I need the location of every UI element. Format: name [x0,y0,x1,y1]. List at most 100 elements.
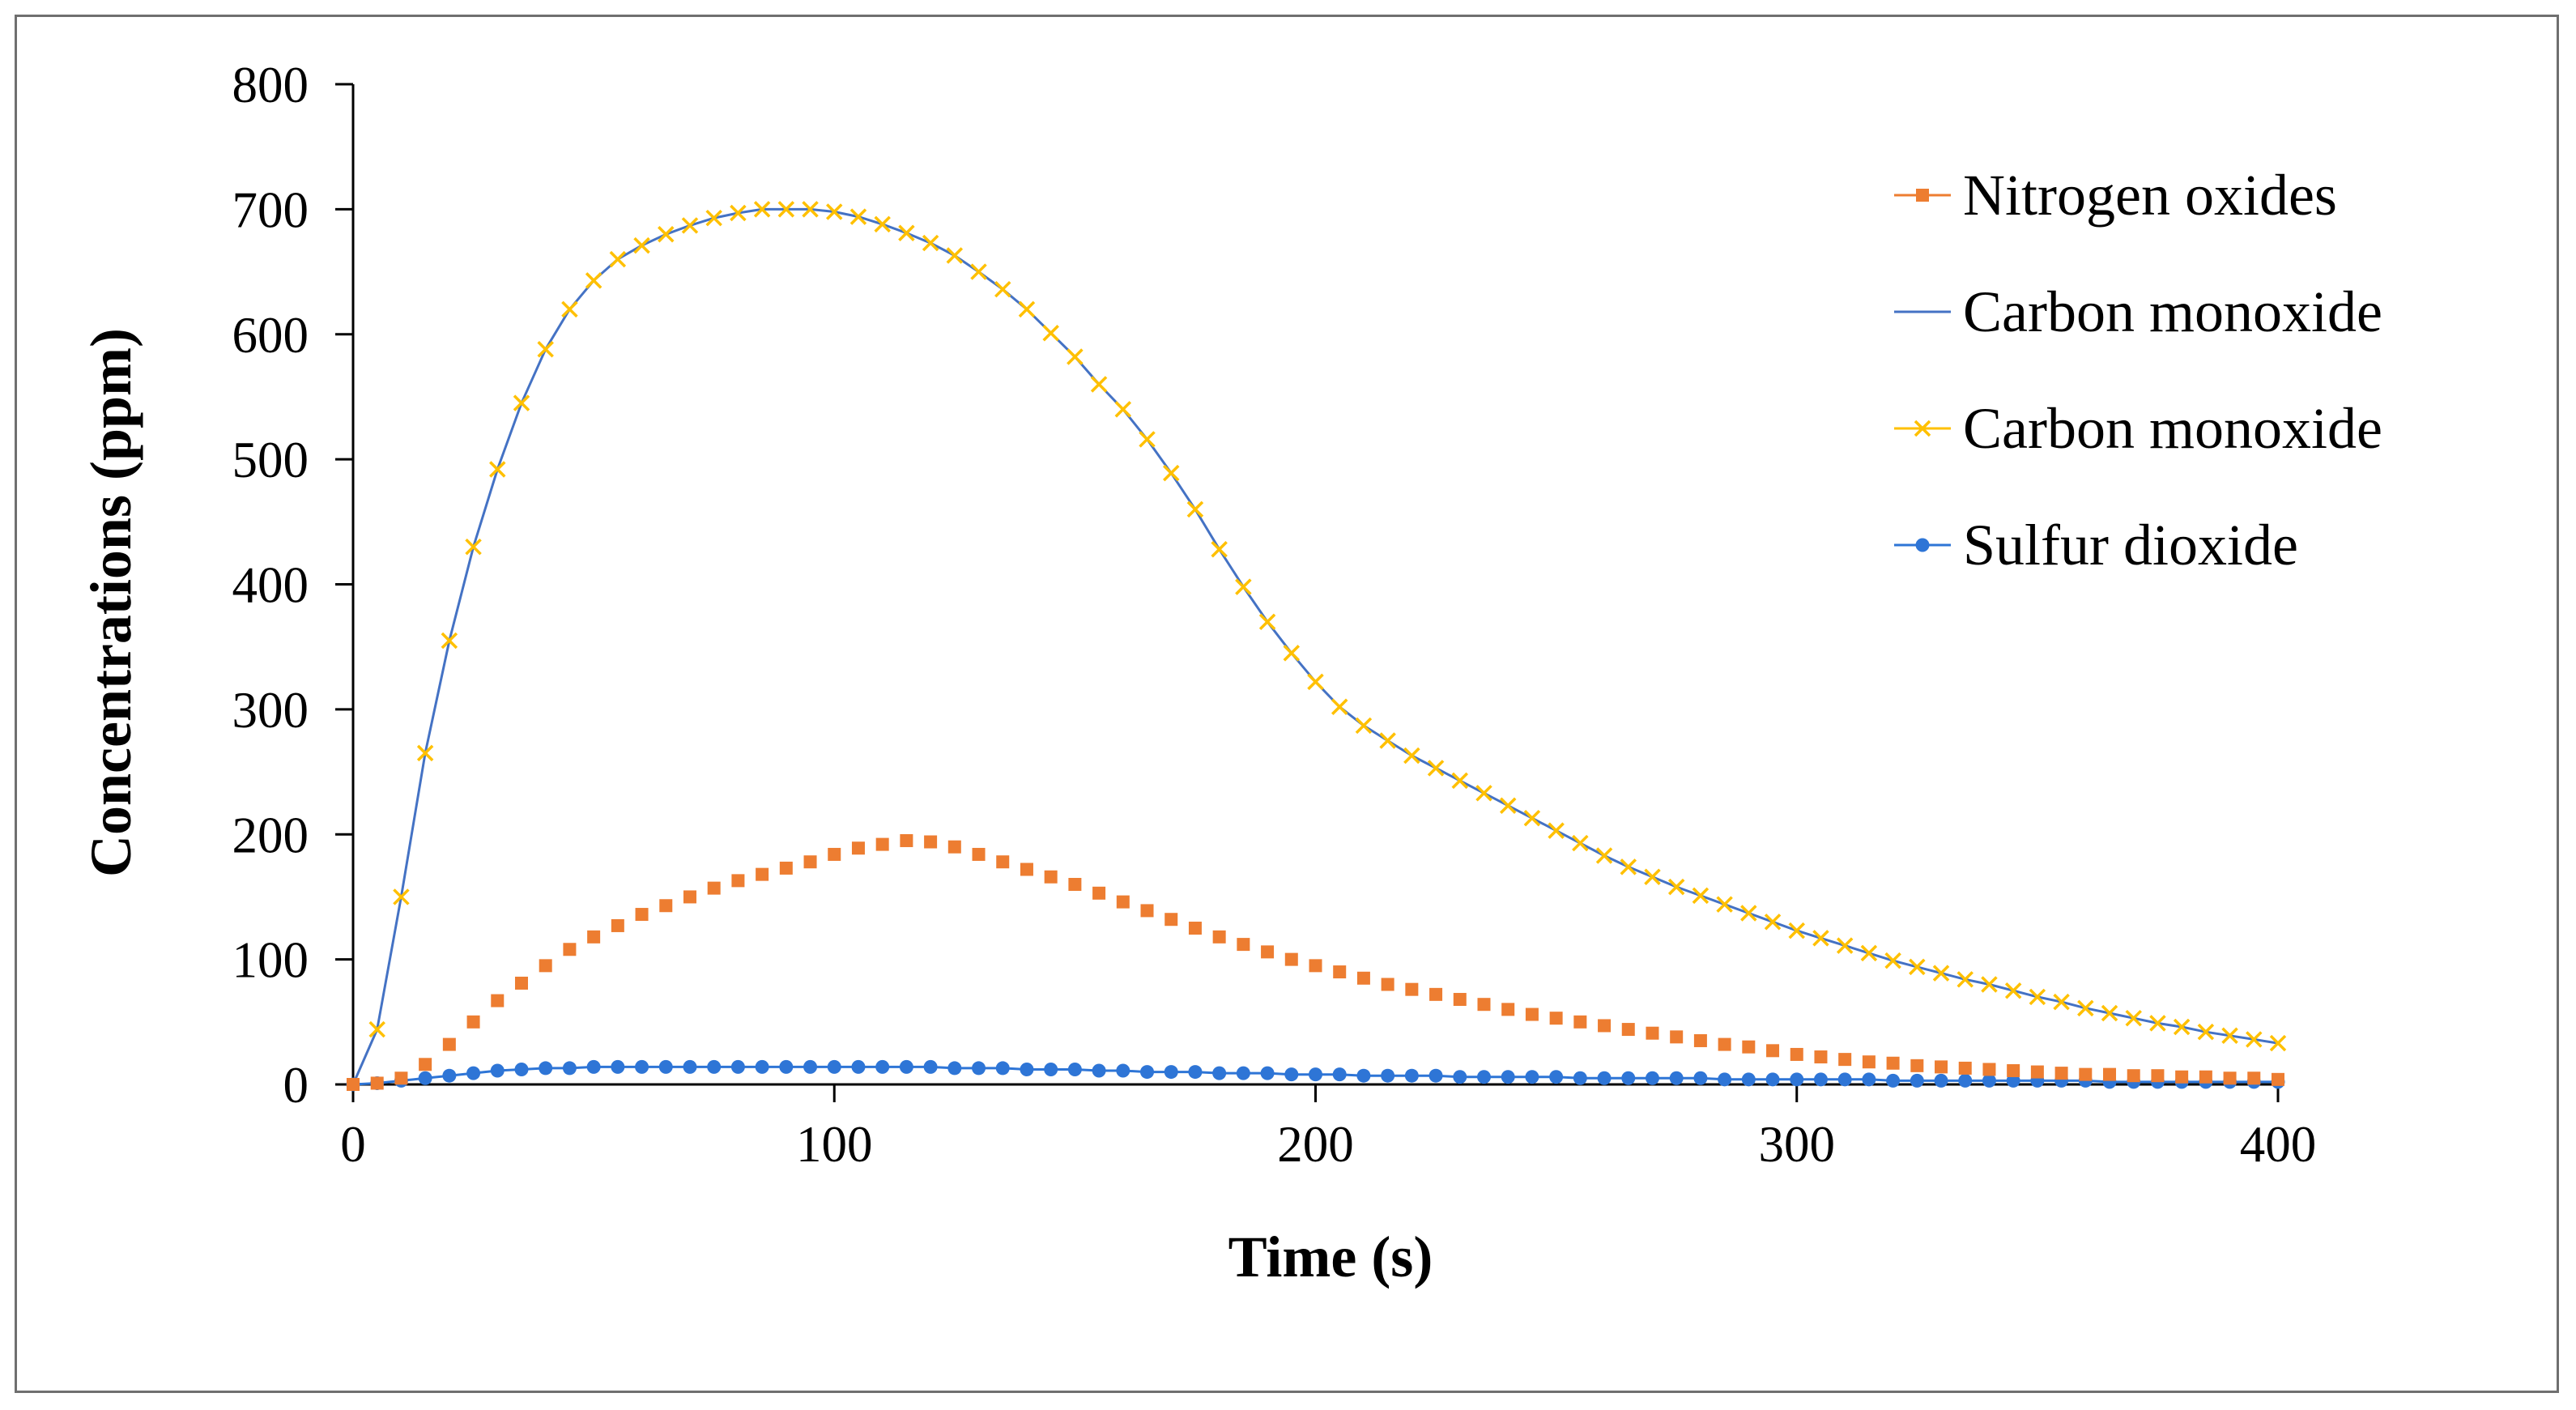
data-point [1982,1063,1996,1076]
x-tick-label: 400 [2240,1116,2317,1173]
data-point [1381,1068,1395,1083]
data-point [1042,324,1059,342]
data-point [1886,1056,1900,1070]
data-point [922,234,939,252]
x-marker-stroke [1812,930,1829,947]
data-point [1261,945,1275,959]
x-marker-stroke [849,208,867,225]
data-point [828,847,841,861]
x-marker-stroke [898,224,915,241]
data-point [1718,1072,1732,1087]
data-point [924,835,938,849]
data-point [1595,847,1613,864]
x-marker-stroke [465,538,482,556]
data-point [1067,348,1084,365]
data-point [779,861,793,875]
data-point [2247,1071,2261,1085]
data-point [1235,578,1252,595]
x-marker-stroke [1932,965,1950,982]
data-point [1090,376,1108,393]
series-markers-nitrogen-oxides-0 [347,833,2284,1091]
x-marker-stroke [922,234,939,252]
series-markers-carbon-monoxide-2 [368,201,2287,1052]
data-point [1910,1059,1924,1072]
x-marker-stroke [1139,431,1156,448]
data-point [1573,1015,1587,1029]
data-point [1501,1070,1515,1084]
x-marker-stroke [730,204,747,222]
x-tick-label: 200 [1277,1116,1354,1173]
data-point [1788,922,1805,939]
data-point [1501,1003,1515,1016]
data-point [1598,1019,1612,1033]
data-point [1284,1067,1299,1082]
data-point [1164,1065,1178,1080]
data-point [442,1068,457,1083]
data-point [2272,1072,2284,1086]
x-tick-label: 100 [796,1116,873,1173]
x-marker-stroke [1956,971,1974,988]
data-point [609,250,627,268]
x-marker-stroke [1909,958,1926,976]
x-marker-stroke [1211,541,1228,558]
data-point [585,272,602,289]
x-marker-stroke [1186,501,1204,518]
data-point [2199,1070,2212,1084]
data-point [537,341,554,358]
data-point [1836,937,1854,954]
data-point [1020,863,1033,876]
data-point [465,538,482,556]
x-marker-stroke [1042,324,1059,342]
data-point [1476,1070,1491,1084]
data-point [875,837,889,851]
legend-label: Nitrogen oxides [1963,163,2337,228]
data-point [1260,1066,1275,1080]
data-point [611,1059,625,1074]
data-point [946,247,964,264]
data-point [441,632,458,650]
data-point [1067,1062,1082,1076]
data-point [1646,1026,1659,1040]
data-point [1790,1072,1804,1087]
data-point [947,840,961,854]
axes: 0 100 200 300 400 500 600 700 800 0 100 200 300 400 [232,57,2317,1173]
data-point [1477,998,1491,1012]
data-point [1693,1071,1708,1085]
data-point [1597,1071,1612,1085]
data-point [1403,747,1420,765]
x-marker-stroke [2149,1015,2166,1032]
data-point [418,1071,432,1085]
data-point [2053,993,2070,1011]
data-point [1981,976,1998,993]
data-point [1837,1072,1852,1087]
data-point [633,236,650,254]
x-marker-stroke [489,461,506,478]
data-point [561,300,578,318]
data-point [1212,930,1226,944]
data-point [1838,1053,1852,1067]
x-marker-stroke [1884,952,1901,969]
data-point [874,215,891,233]
x-marker-stroke [874,215,891,233]
x-marker-stroke [2101,1004,2118,1022]
x-marker-stroke [826,203,843,220]
data-point [1692,887,1710,905]
data-point [1429,987,1443,1001]
data-point [514,976,528,990]
data-point [2004,982,2022,999]
data-point [2149,1015,2166,1032]
x-marker-stroke [1018,300,1036,318]
x-marker-stroke [2221,1027,2238,1045]
data-point [2221,1027,2238,1045]
x-marker-stroke [393,888,410,905]
data-point [2006,1073,2020,1088]
x-marker-stroke [1283,645,1301,662]
y-tick-label: 500 [232,432,309,488]
data-point [611,918,624,932]
data-point [2269,1034,2287,1052]
data-point [2151,1069,2165,1083]
data-point [2223,1071,2237,1085]
x-marker-stroke [2246,1031,2263,1048]
x-marker-stroke [368,1020,385,1038]
data-point [419,1058,432,1071]
